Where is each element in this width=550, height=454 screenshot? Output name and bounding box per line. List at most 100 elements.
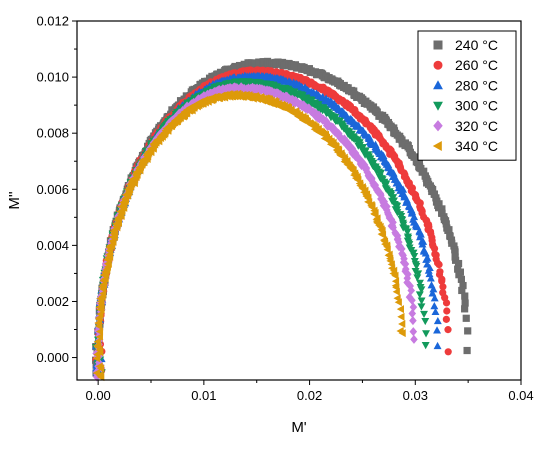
data-point bbox=[397, 312, 405, 321]
data-point bbox=[415, 291, 424, 299]
data-point bbox=[378, 231, 387, 239]
data-point bbox=[399, 250, 407, 260]
y-axis-title: M'' bbox=[6, 191, 23, 209]
data-point bbox=[461, 305, 469, 313]
data-point bbox=[93, 372, 101, 382]
data-point bbox=[462, 314, 470, 322]
legend-item: 280 °C bbox=[433, 77, 498, 93]
y-tick-label: 0.008 bbox=[36, 126, 69, 141]
data-point bbox=[404, 269, 412, 279]
data-point bbox=[420, 310, 428, 319]
data-point bbox=[325, 120, 333, 130]
data-point bbox=[426, 274, 435, 282]
data-point bbox=[410, 334, 418, 344]
legend-box bbox=[417, 30, 517, 161]
data-point bbox=[408, 309, 417, 319]
x-tick-label: 0.01 bbox=[191, 388, 216, 403]
data-point bbox=[433, 326, 441, 334]
data-point bbox=[401, 259, 410, 269]
axes: 0.00 0.01 0.02 0.03 0.04 0.000 0.002 0.004 0.006… bbox=[36, 14, 533, 404]
legend-label: 340 °C bbox=[455, 138, 498, 154]
data-point bbox=[414, 270, 423, 278]
data-point bbox=[425, 269, 434, 278]
data-point bbox=[424, 266, 433, 274]
data-point bbox=[439, 283, 447, 291]
y-tick-label: 0.006 bbox=[36, 182, 69, 197]
legend-label: 280 °C bbox=[455, 77, 498, 93]
plot-frame bbox=[76, 20, 522, 381]
data-point bbox=[444, 348, 452, 356]
data-point bbox=[461, 299, 469, 307]
data-point bbox=[438, 277, 446, 285]
data-point bbox=[433, 341, 442, 350]
y-tick-label: 0.004 bbox=[36, 238, 69, 253]
data-point bbox=[409, 327, 418, 337]
data-point bbox=[93, 350, 101, 359]
data-point bbox=[106, 241, 114, 250]
legend-marker bbox=[433, 60, 443, 70]
legend-marker bbox=[432, 141, 442, 151]
legend-item: 240 °C bbox=[433, 37, 498, 53]
x-tick-label: 0.00 bbox=[85, 388, 110, 403]
data-point bbox=[443, 307, 451, 315]
x-tick-label: 0.02 bbox=[297, 388, 322, 403]
y-tick-label: 0.000 bbox=[36, 350, 69, 365]
legend-label: 320 °C bbox=[455, 118, 498, 134]
data-point bbox=[463, 346, 471, 355]
y-tick-label: 0.010 bbox=[36, 70, 69, 85]
data-point bbox=[367, 174, 375, 184]
x-tick-label: 0.04 bbox=[508, 388, 533, 403]
x-axis-title: M' bbox=[291, 419, 306, 436]
data-point bbox=[92, 369, 101, 377]
data-point bbox=[421, 342, 430, 350]
data-point bbox=[376, 169, 385, 177]
legend-label: 300 °C bbox=[455, 98, 498, 114]
data-point bbox=[406, 281, 415, 291]
data-point bbox=[422, 255, 431, 263]
legend-label: 260 °C bbox=[455, 57, 498, 73]
data-point bbox=[442, 299, 451, 307]
data-point bbox=[405, 292, 414, 302]
data-point bbox=[398, 319, 406, 328]
legend-item: 260 °C bbox=[433, 57, 498, 73]
series-340C bbox=[92, 89, 406, 382]
data-point bbox=[383, 245, 391, 254]
data-point bbox=[384, 164, 393, 172]
y-tick-label: 0.002 bbox=[36, 294, 69, 309]
data-point bbox=[417, 297, 426, 305]
data-point bbox=[95, 346, 103, 354]
legend-marker bbox=[433, 101, 443, 111]
data-point bbox=[409, 316, 417, 326]
data-point bbox=[417, 303, 426, 311]
data-point bbox=[433, 316, 442, 325]
data-point bbox=[431, 307, 440, 316]
data-point bbox=[429, 285, 438, 293]
data-point bbox=[464, 327, 472, 335]
data-point bbox=[457, 275, 466, 283]
data-point bbox=[403, 228, 412, 236]
legend-item: 340 °C bbox=[432, 138, 498, 154]
data-point bbox=[408, 295, 416, 305]
data-point bbox=[396, 305, 405, 314]
data-point bbox=[398, 244, 406, 254]
data-point bbox=[97, 364, 105, 373]
data-point bbox=[403, 277, 411, 287]
data-point bbox=[430, 294, 439, 302]
data-point bbox=[461, 292, 469, 300]
legend-marker bbox=[433, 120, 443, 132]
data-layer bbox=[91, 57, 472, 382]
data-point bbox=[442, 315, 450, 323]
data-point bbox=[430, 245, 439, 253]
data-point bbox=[394, 298, 402, 307]
x-tick-label: 0.03 bbox=[403, 388, 428, 403]
data-point bbox=[365, 133, 374, 141]
data-point bbox=[93, 341, 101, 350]
data-point bbox=[413, 274, 422, 282]
data-point bbox=[387, 214, 396, 224]
legend-marker bbox=[433, 80, 443, 90]
data-point bbox=[421, 317, 430, 326]
data-point bbox=[399, 185, 408, 193]
legend-marker bbox=[433, 40, 443, 50]
data-point bbox=[392, 287, 400, 296]
